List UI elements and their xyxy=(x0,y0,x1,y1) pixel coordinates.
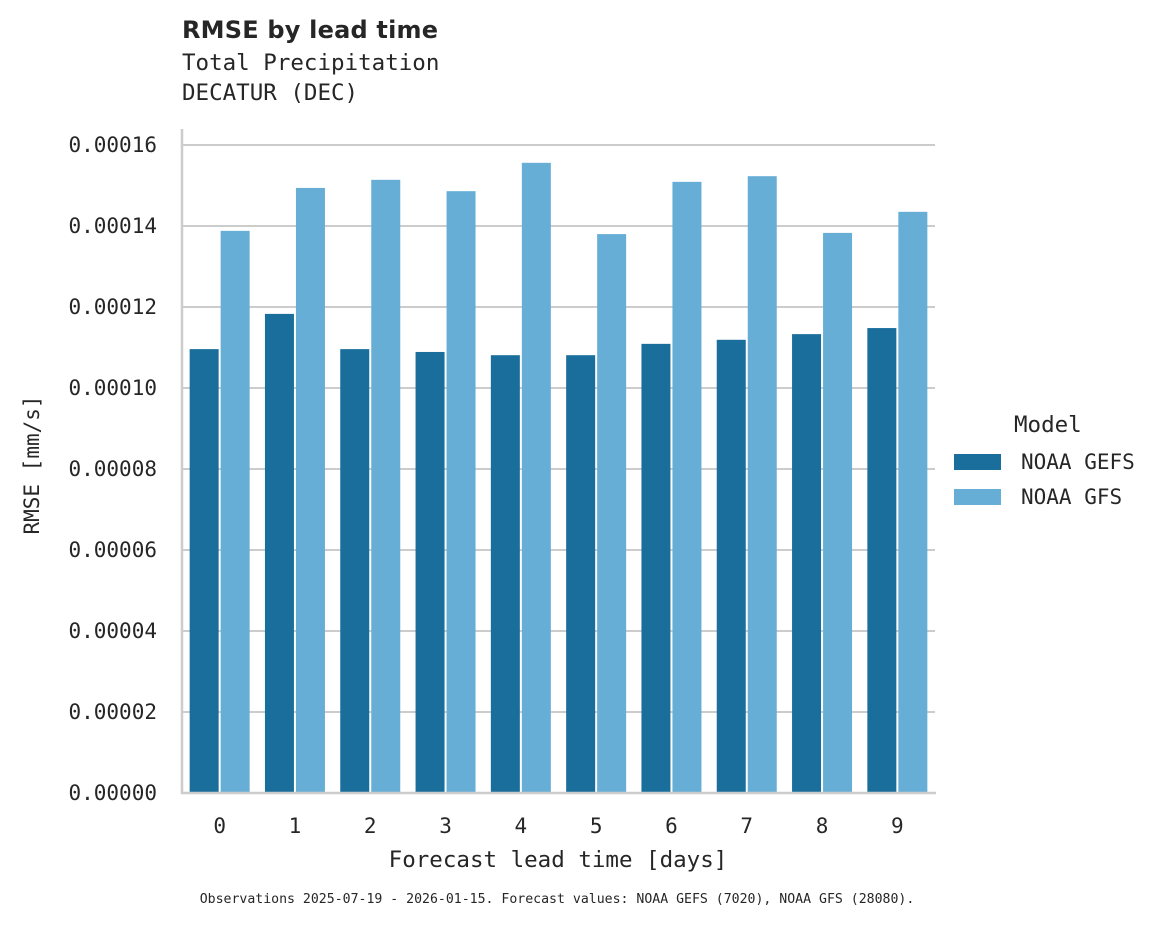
y-axis-label: RMSE [mm/s] xyxy=(20,395,44,535)
bar-gefs xyxy=(716,339,746,793)
bar-gefs xyxy=(340,349,370,793)
bar-gfs xyxy=(823,232,853,793)
legend-item-gefs: NOAA GEFS xyxy=(954,450,1135,474)
x-tick-label: 4 xyxy=(514,814,528,838)
chart-title: RMSE by lead time xyxy=(182,16,439,44)
legend-label-gfs: NOAA GFS xyxy=(1021,485,1123,509)
bar-gefs xyxy=(415,351,445,793)
x-tick-label: 5 xyxy=(589,814,603,838)
chart-subtitle-variable: Total Precipitation xyxy=(182,50,440,76)
bar-gefs xyxy=(867,328,897,793)
x-tick-label: 7 xyxy=(740,814,754,838)
bar-gefs xyxy=(264,313,294,793)
x-tick-label: 6 xyxy=(665,814,678,838)
y-tick-label: 0.00008 xyxy=(68,457,157,481)
legend-swatch-gfs xyxy=(954,489,1001,505)
legend-swatch-gefs xyxy=(954,454,1001,470)
y-tick-label: 0.00000 xyxy=(68,781,157,805)
bar-gefs xyxy=(641,343,671,793)
bar-gefs xyxy=(490,355,520,793)
y-tick-label: 0.00004 xyxy=(68,619,157,643)
x-tick-label: 0 xyxy=(213,814,226,838)
bar-gefs xyxy=(566,355,596,793)
y-tick-label: 0.00012 xyxy=(68,295,157,319)
y-tick-label: 0.00010 xyxy=(68,376,157,400)
legend-title: Model xyxy=(1014,412,1082,438)
bar-gfs xyxy=(446,191,476,794)
bar-gfs xyxy=(898,211,928,793)
footnote: Observations 2025-07-19 - 2026-01-15. Fo… xyxy=(199,892,915,907)
x-tick-label: 9 xyxy=(891,814,904,838)
x-tick-label: 3 xyxy=(439,814,452,838)
bar-gfs xyxy=(521,162,551,793)
bar-gfs xyxy=(220,230,250,794)
x-tick-label: 1 xyxy=(288,814,302,838)
gridlines xyxy=(182,144,935,713)
bar-gfs xyxy=(371,179,401,793)
bar-gfs xyxy=(295,187,325,793)
bar-gfs xyxy=(597,234,627,794)
bar-gfs xyxy=(672,181,702,794)
bar-gefs xyxy=(792,334,822,793)
bars xyxy=(189,162,928,794)
y-tick-label: 0.00002 xyxy=(68,700,157,724)
chart-subtitle-station: DECATUR (DEC) xyxy=(182,80,359,106)
x-tick-label: 8 xyxy=(815,814,829,838)
y-tick-label: 0.00016 xyxy=(68,133,157,157)
bar-gfs xyxy=(747,176,777,793)
bar-gefs xyxy=(189,349,219,793)
legend-label-gefs: NOAA GEFS xyxy=(1021,450,1135,474)
y-tick-label: 0.00006 xyxy=(68,538,157,562)
y-tick-label: 0.00014 xyxy=(68,214,157,238)
x-tick-label: 2 xyxy=(363,814,377,838)
legend-item-gfs: NOAA GFS xyxy=(954,485,1122,509)
x-axis-label: Forecast lead time [days] xyxy=(388,847,728,873)
